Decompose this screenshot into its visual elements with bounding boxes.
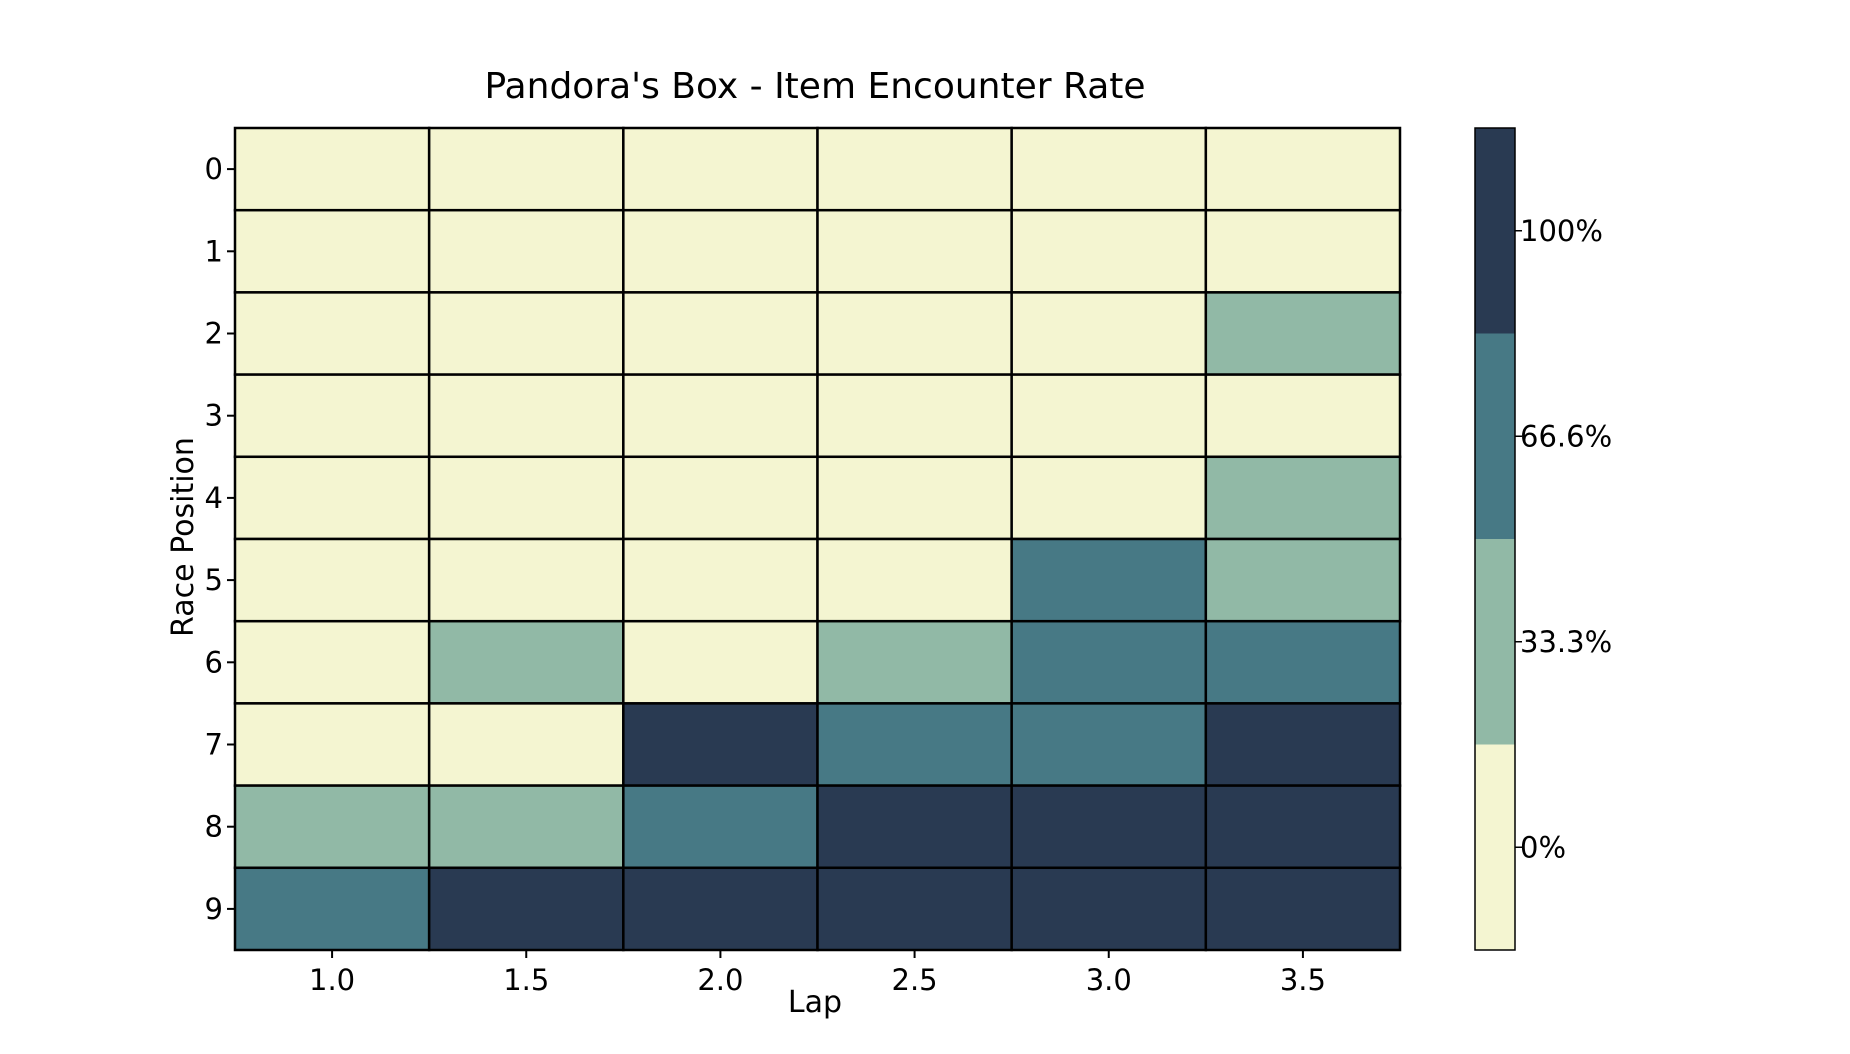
heatmap-cell-0-0	[233, 126, 431, 212]
heatmap-cell-3-4	[1010, 373, 1208, 459]
heatmap-cell-0-3	[816, 126, 1013, 212]
chart-title: Pandora's Box - Item Encounter Rate	[484, 66, 1145, 107]
colorbar-label-3: 100%	[1520, 214, 1603, 248]
heatmap-cell-5-4	[1010, 537, 1208, 623]
y-axis-ticks: 0 1 2 3 4 5 6 7 8 9	[205, 152, 235, 926]
heatmap-cell-2-3	[816, 291, 1013, 376]
colorbar-label-1: 33.3%	[1520, 625, 1612, 659]
heatmap-cell-1-4	[1010, 208, 1208, 294]
heatmap-cell-9-1	[427, 866, 625, 952]
heatmap-cell-8-0	[233, 784, 431, 870]
y-tick-label-6: 6	[205, 645, 223, 679]
x-tick-label-4: 3.0	[1086, 963, 1132, 997]
y-tick-label-1: 1	[205, 234, 223, 268]
heatmap-cell-1-1	[427, 208, 625, 294]
heatmap-cell-4-3	[816, 455, 1013, 541]
heatmap-cell-8-1	[427, 784, 625, 870]
x-tick-label-5: 3.5	[1280, 963, 1326, 997]
heatmap-cell-9-2	[622, 866, 819, 952]
heatmap-cell-1-2	[622, 208, 819, 294]
x-axis-label: Lap	[788, 985, 842, 1020]
heatmap-cell-8-2	[622, 784, 819, 870]
y-tick-label-7: 7	[205, 728, 223, 762]
heatmap-cell-4-4	[1010, 455, 1208, 541]
colorbar-segment-0	[1475, 744, 1515, 950]
heatmap-cell-2-5	[1204, 291, 1402, 376]
heatmap-cell-1-0	[233, 208, 431, 294]
colorbar-label-0: 0%	[1520, 830, 1566, 864]
heatmap-cell-5-3	[816, 537, 1013, 623]
colorbar-segment-2	[1475, 333, 1515, 539]
heatmap-cell-4-2	[622, 455, 819, 541]
heatmap-cell-0-2	[622, 126, 819, 212]
heatmap-cell-8-3	[816, 784, 1013, 870]
heatmap-cell-1-3	[816, 208, 1013, 294]
heatmap-cell-5-2	[622, 537, 819, 623]
heatmap-cells	[233, 126, 1402, 952]
x-tick-label-2: 2.0	[697, 963, 743, 997]
y-tick-label-3: 3	[205, 399, 223, 433]
heatmap-cell-3-3	[816, 373, 1013, 459]
heatmap-cell-2-4	[1010, 291, 1208, 376]
heatmap-cell-6-1	[427, 619, 625, 705]
heatmap-cell-2-2	[622, 291, 819, 376]
heatmap-cell-5-1	[427, 537, 625, 623]
heatmap-cell-3-5	[1204, 373, 1402, 459]
y-tick-label-2: 2	[205, 317, 223, 351]
y-tick-label-8: 8	[205, 810, 223, 844]
y-tick-label-0: 0	[205, 152, 223, 186]
heatmap-cell-1-5	[1204, 208, 1402, 294]
heatmap-cell-6-0	[233, 619, 431, 705]
heatmap-cell-9-5	[1204, 866, 1402, 952]
heatmap-cell-7-2	[622, 702, 819, 787]
heatmap-cell-0-4	[1010, 126, 1208, 212]
heatmap-cell-6-5	[1204, 619, 1402, 705]
colorbar-label-2: 66.6%	[1520, 419, 1612, 453]
colorbar-segment-1	[1475, 539, 1515, 745]
y-tick-label-5: 5	[205, 563, 223, 597]
heatmap-cell-2-0	[233, 291, 431, 376]
heatmap-cell-4-5	[1204, 455, 1402, 541]
heatmap-cell-8-5	[1204, 784, 1402, 870]
heatmap-cell-7-3	[816, 702, 1013, 787]
heatmap-cell-6-4	[1010, 619, 1208, 705]
x-tick-label-3: 2.5	[892, 963, 938, 997]
heatmap-cell-4-0	[233, 455, 431, 541]
heatmap-cell-7-5	[1204, 702, 1402, 787]
heatmap-cell-3-1	[427, 373, 625, 459]
colorbar-outline	[1474, 127, 1516, 951]
heatmap-cell-2-1	[427, 291, 625, 376]
heatmap-cell-7-0	[233, 702, 431, 787]
heatmap-cell-4-1	[427, 455, 625, 541]
heatmap-cell-9-0	[233, 866, 431, 952]
heatmap-cell-7-1	[427, 702, 625, 787]
x-tick-label-1: 1.5	[503, 963, 549, 997]
x-axis-ticks: 1.0 1.5 2.0 2.5 3.0 3.5	[309, 950, 1326, 997]
heatmap-cell-9-4	[1010, 866, 1208, 952]
heatmap-cell-5-0	[233, 537, 431, 623]
heatmap-cell-6-3	[816, 619, 1013, 705]
heatmap-cell-6-2	[622, 619, 819, 705]
heatmap-cell-0-1	[427, 126, 625, 212]
heatmap-cell-3-2	[622, 373, 819, 459]
x-tick-label-0: 1.0	[309, 963, 355, 997]
y-axis-label: Race Position	[166, 437, 201, 637]
heatmap-cell-3-0	[233, 373, 431, 459]
heatmap-cell-9-3	[816, 866, 1013, 952]
heatmap-cell-5-5	[1204, 537, 1402, 623]
heatmap-cell-8-4	[1010, 784, 1208, 870]
heatmap-cell-7-4	[1010, 702, 1208, 787]
heatmap-cell-0-5	[1204, 126, 1402, 212]
y-tick-label-9: 9	[205, 892, 223, 926]
colorbar-segment-3	[1475, 128, 1515, 334]
y-tick-label-4: 4	[205, 481, 223, 515]
colorbar: 0% 33.3% 66.6% 100%	[1474, 127, 1612, 951]
